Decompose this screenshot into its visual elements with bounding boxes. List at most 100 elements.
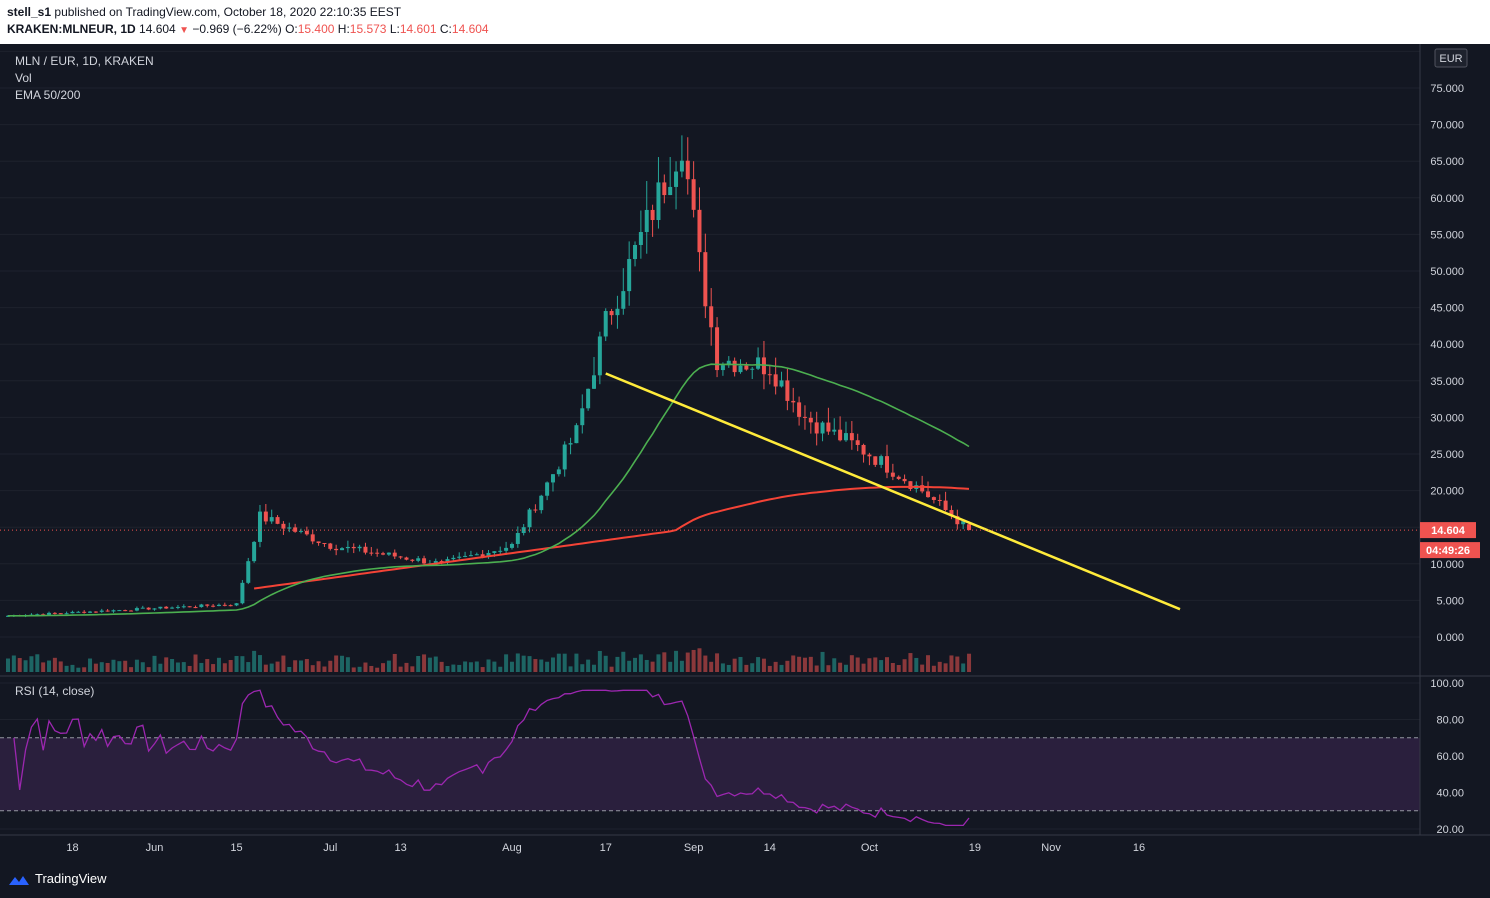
volume-bar xyxy=(299,660,303,672)
candle-body xyxy=(457,556,462,558)
candle-body xyxy=(439,561,444,563)
volume-bar xyxy=(896,665,901,672)
last-price-tag: 14.604 xyxy=(1420,522,1476,539)
candle-body xyxy=(480,554,485,557)
currency-button[interactable]: EUR xyxy=(1434,48,1468,68)
volume-bar xyxy=(345,657,350,672)
pair-legend[interactable]: MLN / EUR, 1D, KRAKEN xyxy=(15,54,154,68)
candle-body xyxy=(199,604,204,608)
volume-bar xyxy=(410,666,415,672)
volume-bar xyxy=(123,660,128,672)
candle-body xyxy=(193,607,198,609)
volume-bar xyxy=(146,667,151,672)
close-label: C: xyxy=(439,22,452,36)
vol-legend[interactable]: Vol xyxy=(15,71,32,85)
volume-bar xyxy=(369,665,374,672)
candle-body xyxy=(381,553,386,555)
candle-body xyxy=(709,306,714,328)
chart-canvas[interactable]: 75.000 70.000 65.000 60.000 55.000 50.000 45.0… xyxy=(0,44,1490,864)
candle-body xyxy=(463,555,468,557)
candle-body xyxy=(867,454,872,457)
volume-bar xyxy=(211,664,216,672)
last-price-value: 14.604 xyxy=(1431,525,1466,537)
candle-body xyxy=(808,417,813,423)
price-tick-label: 30.000 xyxy=(1430,412,1464,424)
candle-body xyxy=(375,552,380,554)
time-tick-label: 18 xyxy=(66,842,78,854)
time-axis[interactable]: 18 Jun 15 Jul 13 Aug 17 Sep 14 Oct 19 Nov 16 xyxy=(66,842,1145,854)
candle-body xyxy=(146,607,151,610)
volume-bar xyxy=(322,666,327,672)
volume-bar xyxy=(586,659,591,672)
volume-bar xyxy=(802,657,807,672)
candle-body xyxy=(691,179,696,210)
candle-body xyxy=(855,440,860,445)
rsi-legend[interactable]: RSI (14, close) xyxy=(15,684,95,698)
volume-bar xyxy=(562,653,567,672)
candle-body xyxy=(767,374,772,376)
down-arrow-icon: ▼ xyxy=(179,25,189,36)
candle-body xyxy=(597,336,602,376)
candle-body xyxy=(732,360,737,373)
volume-bar xyxy=(756,657,761,672)
candle-body xyxy=(697,209,702,253)
volume-bar xyxy=(515,653,520,672)
candle-body xyxy=(890,472,895,477)
price-axis[interactable]: 75.000 70.000 65.000 60.000 55.000 50.000 45.0… xyxy=(1430,83,1464,644)
volume-bar xyxy=(416,656,421,672)
candle-body xyxy=(955,516,960,525)
volume-bar xyxy=(240,656,245,672)
candle-body xyxy=(240,582,245,604)
candle-body xyxy=(93,611,98,613)
rsi-axis[interactable]: 100.00 80.00 60.00 40.00 20.00 xyxy=(1430,678,1464,836)
volume-bar xyxy=(164,657,169,672)
candle-body xyxy=(838,429,843,441)
volume-bar xyxy=(175,662,180,672)
volume-bar xyxy=(170,659,175,672)
candle-body xyxy=(504,547,509,551)
open-label: O: xyxy=(285,22,298,36)
candle-body xyxy=(363,546,368,553)
candle-body xyxy=(386,552,391,555)
price-tick-label: 5.000 xyxy=(1436,595,1464,607)
volume-bar xyxy=(691,649,696,672)
volume-bar xyxy=(539,659,544,672)
tradingview-logo[interactable]: TradingView xyxy=(7,871,107,887)
volume-bar xyxy=(908,653,913,672)
author-name[interactable]: stell_s1 xyxy=(7,5,52,19)
price-tick-label: 55.000 xyxy=(1430,229,1464,241)
ema-legend[interactable]: EMA 50/200 xyxy=(15,88,81,102)
volume-bar xyxy=(679,660,684,672)
candle-body xyxy=(281,523,286,529)
candle-body xyxy=(392,552,397,557)
volume-bar xyxy=(23,660,28,672)
candle-body xyxy=(369,552,374,554)
volume-bar xyxy=(650,661,655,672)
volume-bar xyxy=(609,666,614,672)
volume-bar xyxy=(199,662,204,672)
candle-body xyxy=(521,527,526,534)
volume-bar xyxy=(873,657,878,672)
trendline[interactable] xyxy=(605,372,1181,611)
price-tick-label: 50.000 xyxy=(1430,266,1464,278)
countdown-tag: 04:49:26 xyxy=(1420,542,1480,559)
time-tick-label: 16 xyxy=(1133,842,1145,854)
price-tick-label: 75.000 xyxy=(1430,83,1464,95)
candle-body xyxy=(644,209,649,233)
time-tick-label: 15 xyxy=(230,842,242,854)
candle-body xyxy=(931,497,936,500)
time-tick-label: 14 xyxy=(764,842,776,854)
volume-bar xyxy=(509,661,514,672)
candle-body xyxy=(879,456,884,465)
volume-bar xyxy=(961,663,966,672)
candle-body xyxy=(164,606,169,609)
volume-bar xyxy=(205,659,210,672)
candle-body xyxy=(211,605,216,607)
candle-body xyxy=(562,444,567,470)
candle-body xyxy=(246,561,251,583)
candle-body xyxy=(158,606,163,609)
price-tick-label: 20.000 xyxy=(1430,486,1464,498)
volume-bar xyxy=(392,653,397,672)
volume-bar xyxy=(486,659,491,672)
time-tick-label: 13 xyxy=(394,842,406,854)
